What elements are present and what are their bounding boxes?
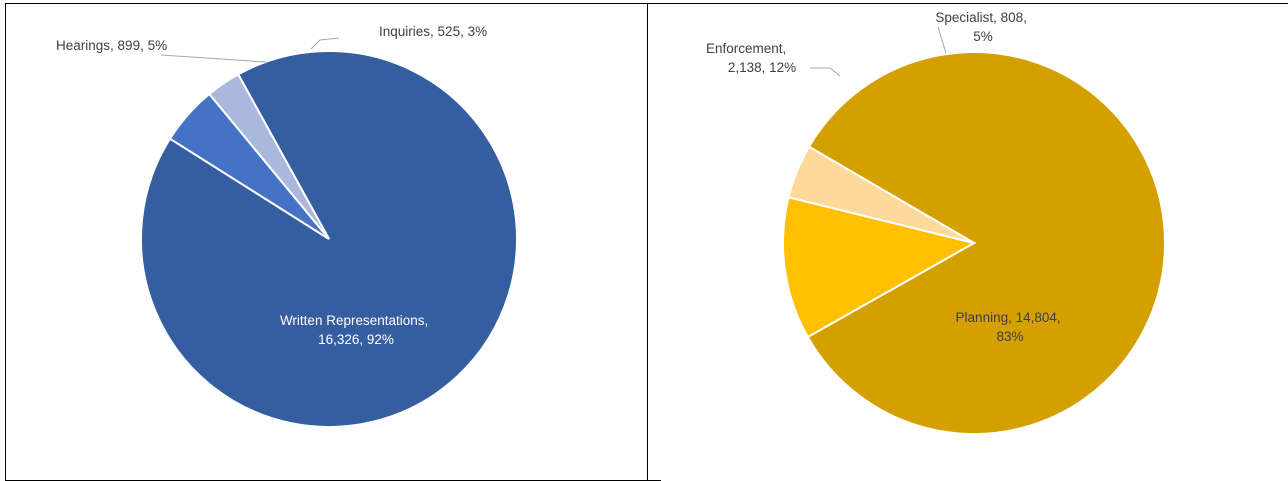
pie-2-slice-planning (806, 51, 1166, 435)
pie-chart-2: Enforcement, 2,138, 12% Specialist, 808,… (706, 10, 1166, 435)
leader-line-specialist (937, 26, 947, 54)
label-inquiries: Inquiries, 525, 3% (379, 24, 487, 39)
pie-1-slice-inquiries (207, 73, 330, 240)
pie-2-slice-specialist (787, 145, 975, 244)
pie-1-leader-lines (160, 37, 340, 63)
pie-chart-1: Hearings, 899, 5% Inquiries, 525, 3% Wri… (56, 24, 518, 428)
leader-line-inquiries (310, 37, 340, 50)
label-enforcement: Enforcement, 2,138, 12% (706, 41, 796, 75)
pie-2-slices (782, 51, 1166, 435)
label-hearings: Hearings, 899, 5% (56, 38, 167, 53)
label-specialist: Specialist, 808, 5% (935, 10, 1030, 44)
pie-1-slices (140, 50, 518, 428)
label-written-representations: Written Representations, 16,326, 92% (280, 313, 432, 347)
leader-line-hearings (160, 54, 267, 63)
leader-line-enforcement (810, 67, 841, 77)
pie-2-leader-lines (810, 26, 947, 77)
label-planning: Planning, 14,804, 83% (956, 310, 1065, 344)
